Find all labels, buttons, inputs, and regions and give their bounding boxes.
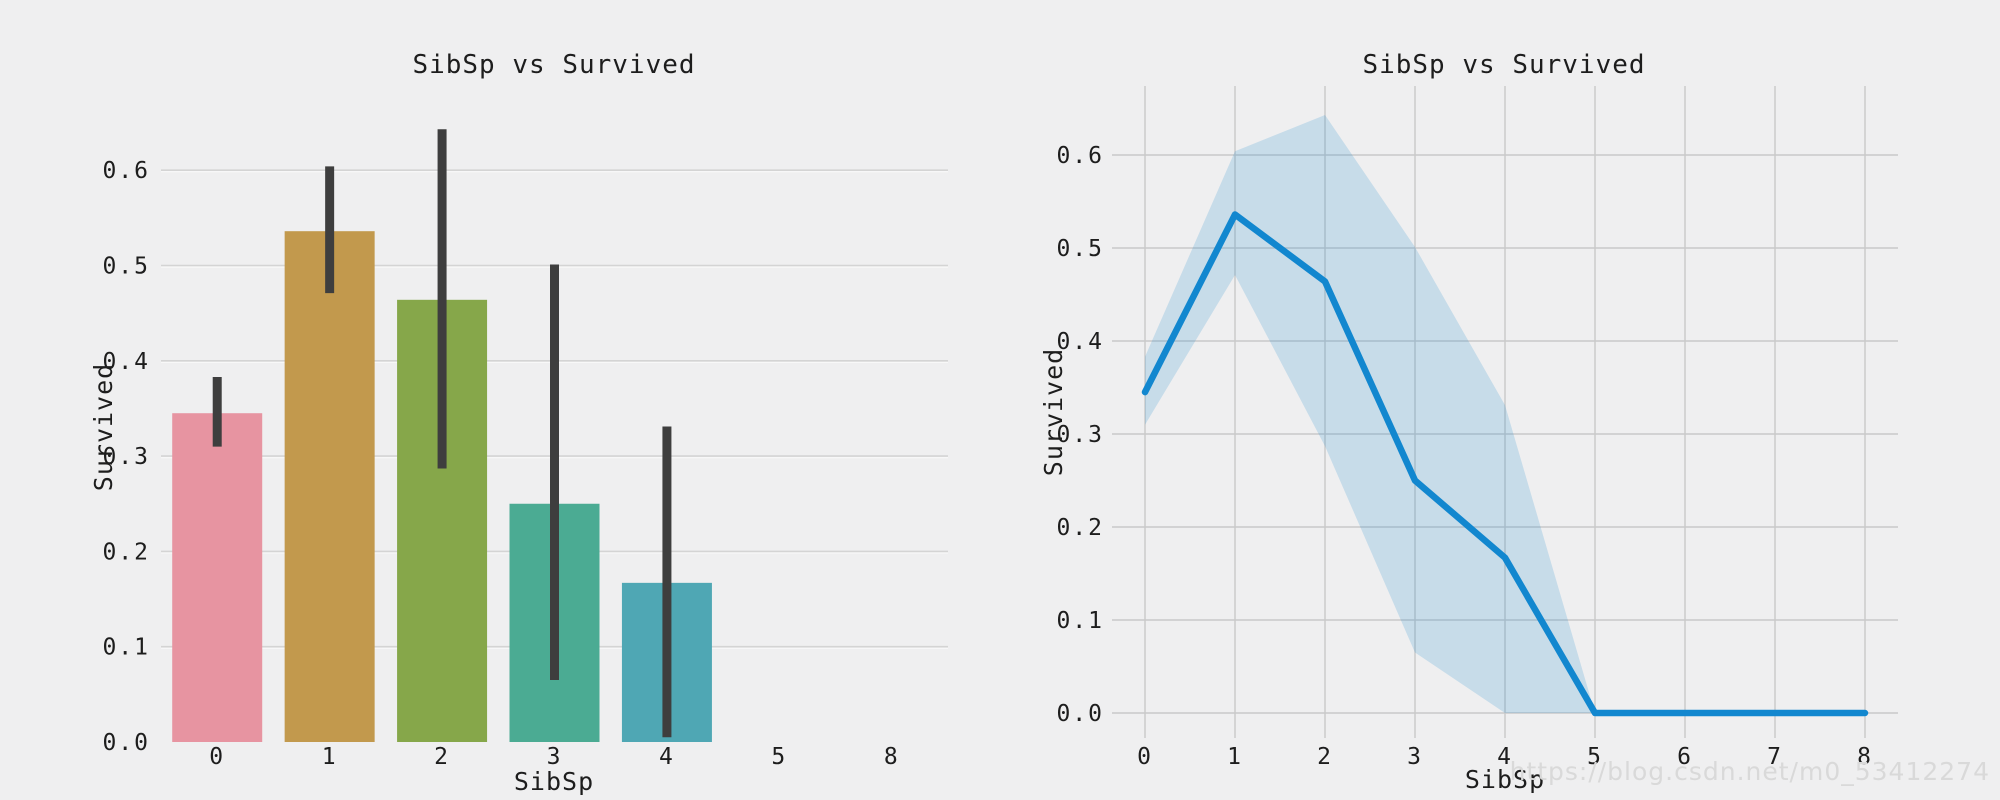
- bar-xtick-label: 8: [884, 744, 900, 770]
- watermark-url: https://blog.csdn.net/m0_53412274: [1509, 757, 1990, 786]
- bar-chart-title: SibSp vs Survived: [412, 50, 695, 80]
- bar-ytick-label: 0.5: [102, 254, 150, 280]
- bar-ytick-label: 0.2: [102, 539, 150, 565]
- bar-xtick-label: 1: [322, 744, 338, 770]
- line-chart-confidence-band: [1145, 115, 1865, 713]
- bar-ytick-label: 0.1: [102, 635, 150, 661]
- line-ytick-label: 0.2: [1056, 515, 1104, 541]
- bar-chart-ylabel: Survived: [89, 363, 118, 491]
- line-xtick-label: 4: [1497, 744, 1513, 770]
- line-chart-tick-labels: 0.0 0.1 0.2 0.3 0.4 0.5 0.6 0 1 2 3 4 5 6 7 8: [1056, 143, 1873, 770]
- line-xtick-label: 2: [1317, 744, 1333, 770]
- bar-xtick-label: 3: [547, 744, 563, 770]
- line-chart-title: SibSp vs Survived: [1362, 50, 1645, 80]
- line-chart-series-line: [1141, 211, 1869, 717]
- line-ytick-label: 0.1: [1056, 608, 1104, 634]
- line-xtick-label: 0: [1137, 744, 1153, 770]
- line-xtick-label: 5: [1587, 744, 1603, 770]
- bar-chart-bars: [172, 231, 712, 742]
- line-xtick-label: 3: [1407, 744, 1423, 770]
- bar-xtick-label: 5: [771, 744, 787, 770]
- bar-ytick-label: 0.3: [102, 444, 150, 470]
- line-ytick-label: 0.6: [1056, 143, 1104, 169]
- line-xtick-label: 1: [1227, 744, 1243, 770]
- bar-ytick-label: 0.6: [102, 158, 150, 184]
- bar-sibsp-0: [172, 413, 263, 742]
- line-chart-ylabel: Survived: [1039, 348, 1068, 476]
- bar-xtick-label: 2: [434, 744, 450, 770]
- bar-chart-tick-labels: 0.0 0.1 0.2 0.3 0.4 0.5 0.6 0 1 2 3 4 5 8: [102, 158, 900, 770]
- survival-line: [1141, 211, 1869, 717]
- bar-ytick-label: 0.0: [102, 730, 150, 756]
- bar-xtick-label: 4: [659, 744, 675, 770]
- line-chart: 0.0 0.1 0.2 0.3 0.4 0.5 0.6 0 1 2 3 4 5 6 7 8 SibSp vs …: [1039, 50, 1898, 794]
- bar-sibsp-1: [284, 231, 375, 742]
- bar-chart: 0.0 0.1 0.2 0.3 0.4 0.5 0.6 0 1 2 3 4 5 8 SibSp vs Su…: [89, 50, 948, 796]
- line-xtick-label: 6: [1677, 744, 1693, 770]
- bar-chart-xlabel: SibSp: [514, 767, 594, 796]
- confidence-band: [1145, 115, 1865, 713]
- line-ytick-label: 0.0: [1056, 701, 1104, 727]
- line-xtick-label: 8: [1857, 744, 1873, 770]
- line-chart-xlabel: SibSp: [1465, 765, 1545, 794]
- line-ytick-label: 0.5: [1056, 236, 1104, 262]
- bar-chart-error-bars: [212, 129, 672, 738]
- line-ytick-label: 0.4: [1056, 329, 1104, 355]
- bar-ytick-label: 0.4: [102, 349, 150, 375]
- bar-xtick-label: 0: [209, 744, 225, 770]
- line-xtick-label: 7: [1767, 744, 1783, 770]
- line-ytick-label: 0.3: [1056, 422, 1104, 448]
